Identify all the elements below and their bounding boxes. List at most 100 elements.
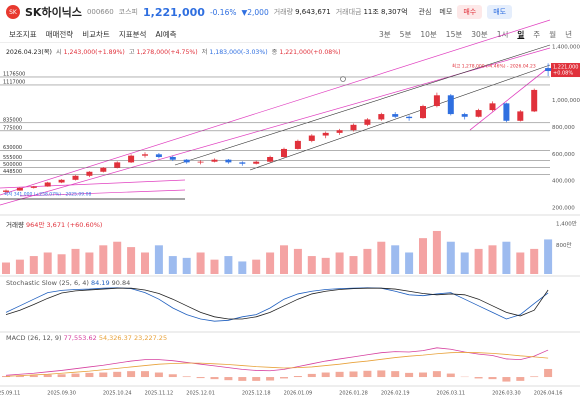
buy-button[interactable]: 매수 xyxy=(457,5,483,19)
change: ▼2,000 xyxy=(241,7,269,17)
title: Stochastic Slow (25, 6, 4) xyxy=(6,279,89,287)
macd-title: MACD (26, 12, 9) 77,553.62 54,326.37 23,… xyxy=(6,334,167,342)
y-tick-label: 400,000 xyxy=(552,179,575,185)
histogram-bar xyxy=(280,377,288,379)
separators xyxy=(0,214,580,387)
actions: 관심 메모 xyxy=(419,7,453,17)
title: MACD (26, 12, 9) xyxy=(6,334,62,342)
tool-button[interactable]: AI예측 xyxy=(155,29,177,39)
subtitle: 964만 3,671 (+60.60%) xyxy=(26,221,103,229)
volume-bar xyxy=(544,239,553,274)
period-button[interactable]: 5분 xyxy=(399,29,412,39)
candle-body xyxy=(225,159,232,163)
ohlc-info: 2026.04.23(목) 시 1,243,000(+1.89%) 고 1,278,00… xyxy=(6,47,345,56)
level-label: 630000 xyxy=(3,145,22,151)
y-tick-label: 800,000 xyxy=(552,125,575,131)
periods: 3분 5분 10분 15분 30분 1시 일 주 월 년 xyxy=(370,29,572,40)
volume-bar xyxy=(363,248,372,274)
y-tick-label: 1,400,000 xyxy=(552,45,580,51)
candle-body xyxy=(392,114,399,117)
histogram-bar xyxy=(474,377,483,379)
y-tick-label: 800만 xyxy=(556,241,572,249)
low-note: 최저 341,000 (+258.07%) - 2025.09.08 xyxy=(4,191,91,198)
x-tick-label: 2026.03.30 xyxy=(492,391,521,397)
tools: 보조지표 매매전략 비교차트 지표분석 AI예측 xyxy=(0,29,177,40)
candle-body xyxy=(322,132,329,136)
volume-bar xyxy=(182,257,191,274)
candle-body xyxy=(211,159,218,162)
histogram-bar xyxy=(210,377,219,380)
volume-bar xyxy=(85,252,94,274)
level-label: 775000 xyxy=(3,125,22,131)
candle-body xyxy=(447,95,454,115)
y-tick-label: 200,000 xyxy=(552,205,575,211)
histogram-bar xyxy=(544,368,553,378)
histogram-bar xyxy=(335,371,344,378)
x-tick-label: 2025.09.11 xyxy=(0,391,20,397)
ohlc-value: 1,221,000(+0.08%) xyxy=(279,49,341,56)
last-change: +0.08% xyxy=(553,71,573,77)
trend-line xyxy=(469,67,549,131)
candle-body xyxy=(58,179,65,183)
period-button[interactable]: 3분 xyxy=(379,29,391,39)
period-button[interactable]: 30분 xyxy=(471,29,488,39)
sell-button[interactable]: 매도 xyxy=(487,5,513,19)
histogram-bar xyxy=(252,377,261,381)
histogram-bar xyxy=(293,376,302,378)
histogram-bar xyxy=(182,376,191,378)
series-line xyxy=(5,287,549,320)
trend-line xyxy=(19,189,186,197)
histogram-bar xyxy=(43,374,52,378)
tool-button[interactable]: 보조지표 xyxy=(9,29,37,39)
candle-body xyxy=(267,157,274,162)
period-button[interactable]: 일 xyxy=(517,29,525,39)
volume-bar xyxy=(113,241,122,274)
volume-bar xyxy=(377,241,386,274)
histogram-bar xyxy=(502,377,511,382)
legend-value: 84.19 xyxy=(90,279,110,287)
candle-body xyxy=(294,140,301,149)
volume-bar xyxy=(99,245,108,274)
period-button[interactable]: 주 xyxy=(533,29,541,39)
volume-bar xyxy=(307,256,316,274)
date: 2026.04.23(목) xyxy=(6,49,52,56)
x-tick-label: 2026.01.09 xyxy=(284,391,313,397)
tool-button[interactable]: 매매전략 xyxy=(45,29,74,39)
period-button[interactable]: 월 xyxy=(549,29,557,39)
histogram-bar xyxy=(266,377,275,381)
candle-body xyxy=(281,148,287,158)
candle-body xyxy=(128,155,135,163)
action[interactable]: 관심 xyxy=(418,8,432,16)
ohlc-label: 고 xyxy=(128,49,135,56)
volume-bar xyxy=(210,259,219,274)
candle-body xyxy=(16,187,23,191)
histogram-bar xyxy=(488,377,497,380)
volume-bar xyxy=(154,245,163,274)
amount: 11조 8,307억 xyxy=(363,8,408,16)
histogram-bar xyxy=(238,377,247,381)
period-button[interactable]: 년 xyxy=(565,29,572,39)
candle-body xyxy=(169,157,176,160)
histogram-bar xyxy=(85,372,94,378)
volume-title: 거래량 964만 3,671 (+60.60%) xyxy=(6,219,102,229)
volume: 9,643,671 xyxy=(295,8,331,16)
series-line xyxy=(5,351,549,377)
candle-body xyxy=(461,114,468,117)
ohlc-value: 1,243,000(+1.89%) xyxy=(63,49,125,56)
histogram-bar xyxy=(154,372,163,378)
toolbar: 보조지표 매매전략 비교차트 지표분석 AI예측 3분 5분 10분 15분 30분 1시 일 주 월 년 xyxy=(0,26,580,43)
x-tick-label: 2025.09.30 xyxy=(47,391,76,397)
y-tick-label: 1,400만 xyxy=(556,219,577,227)
legend-value: 54,326.37 xyxy=(98,334,132,342)
action[interactable]: 메모 xyxy=(439,8,453,16)
period-button[interactable]: 15분 xyxy=(445,29,463,39)
histogram-bar xyxy=(99,372,108,378)
trend-line xyxy=(249,64,551,171)
tool-button[interactable]: 지표분석 xyxy=(118,29,147,39)
histogram-bar xyxy=(113,371,122,378)
period-button[interactable]: 10분 xyxy=(420,29,437,39)
tool-button[interactable]: 비교차트 xyxy=(82,29,110,39)
period-button[interactable]: 1시 xyxy=(496,29,509,39)
volume-bar xyxy=(530,248,539,274)
price: 1,221,000 xyxy=(143,5,205,19)
